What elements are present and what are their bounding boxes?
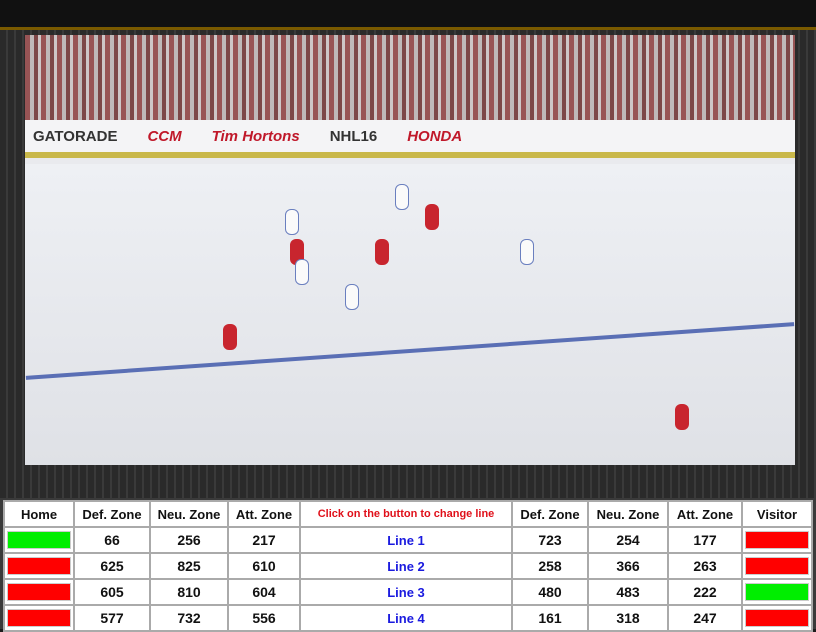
home-att-zone: 556 [229, 606, 299, 630]
visitor-neu-zone: 318 [589, 606, 667, 630]
home-cell [5, 528, 73, 552]
header-home-att-zone: Att. Zone [229, 502, 299, 526]
player [375, 239, 389, 265]
home-def-zone: 625 [75, 554, 149, 578]
home-def-zone: 605 [75, 580, 149, 604]
player [295, 259, 309, 285]
rink-boards: GATORADE CCM Tim Hortons NHL16 HONDA [25, 120, 795, 158]
player [520, 239, 534, 265]
crowd [25, 35, 795, 125]
visitor-def-zone: 258 [513, 554, 587, 578]
home-line-indicator [7, 609, 71, 627]
home-line-indicator [7, 531, 71, 549]
ad-gatorade: GATORADE [33, 127, 118, 145]
header-visitor-neu-zone: Neu. Zone [589, 502, 667, 526]
player [395, 184, 409, 210]
visitor-line-indicator [745, 583, 809, 601]
blue-line [25, 322, 795, 380]
visitor-att-zone: 263 [669, 554, 741, 578]
visitor-cell [743, 580, 811, 604]
home-neu-zone: 732 [151, 606, 227, 630]
header-visitor-att-zone: Att. Zone [669, 502, 741, 526]
player [425, 204, 439, 230]
ad-ccm: CCM [147, 127, 182, 145]
game-video: GATORADE CCM Tim Hortons NHL16 HONDA [25, 35, 795, 465]
line-2-button[interactable]: Line 2 [301, 554, 511, 578]
visitor-def-zone: 161 [513, 606, 587, 630]
visitor-neu-zone: 483 [589, 580, 667, 604]
visitor-cell [743, 528, 811, 552]
home-def-zone: 577 [75, 606, 149, 630]
visitor-line-indicator [745, 557, 809, 575]
home-cell [5, 606, 73, 630]
visitor-cell [743, 606, 811, 630]
header-row: Home Def. Zone Neu. Zone Att. Zone Click… [5, 502, 811, 526]
header-home-def-zone: Def. Zone [75, 502, 149, 526]
visitor-neu-zone: 254 [589, 528, 667, 552]
visitor-att-zone: 222 [669, 580, 741, 604]
home-att-zone: 610 [229, 554, 299, 578]
visitor-att-zone: 177 [669, 528, 741, 552]
ice-surface [25, 164, 795, 465]
home-neu-zone: 810 [151, 580, 227, 604]
home-line-indicator [7, 557, 71, 575]
home-neu-zone: 825 [151, 554, 227, 578]
line-3-button[interactable]: Line 3 [301, 580, 511, 604]
player [675, 404, 689, 430]
line-1-button[interactable]: Line 1 [301, 528, 511, 552]
player [345, 284, 359, 310]
arena-top-bar [0, 0, 816, 30]
line-4-button[interactable]: Line 4 [301, 606, 511, 630]
visitor-def-zone: 480 [513, 580, 587, 604]
home-cell [5, 554, 73, 578]
line-stats-panel: Home Def. Zone Neu. Zone Att. Zone Click… [0, 498, 816, 632]
visitor-cell [743, 554, 811, 578]
header-home-neu-zone: Neu. Zone [151, 502, 227, 526]
visitor-att-zone: 247 [669, 606, 741, 630]
visitor-def-zone: 723 [513, 528, 587, 552]
ad-nhl16: NHL16 [329, 127, 378, 145]
home-cell [5, 580, 73, 604]
table-row: 577 732 556 Line 4 161 318 247 [5, 606, 811, 630]
visitor-line-indicator [745, 531, 809, 549]
ad-honda: HONDA [407, 127, 463, 145]
header-home: Home [5, 502, 73, 526]
ad-tim-hortons: Tim Hortons [211, 127, 300, 145]
table-row: 66 256 217 Line 1 723 254 177 [5, 528, 811, 552]
visitor-line-indicator [745, 609, 809, 627]
home-neu-zone: 256 [151, 528, 227, 552]
home-line-indicator [7, 583, 71, 601]
home-att-zone: 217 [229, 528, 299, 552]
instruction-text: Click on the button to change line [301, 502, 511, 526]
table-row: 605 810 604 Line 3 480 483 222 [5, 580, 811, 604]
visitor-neu-zone: 366 [589, 554, 667, 578]
player [290, 239, 304, 265]
header-visitor: Visitor [743, 502, 811, 526]
player [285, 209, 299, 235]
player [223, 324, 237, 350]
home-att-zone: 604 [229, 580, 299, 604]
line-stats-table: Home Def. Zone Neu. Zone Att. Zone Click… [3, 500, 813, 632]
header-visitor-def-zone: Def. Zone [513, 502, 587, 526]
home-def-zone: 66 [75, 528, 149, 552]
table-row: 625 825 610 Line 2 258 366 263 [5, 554, 811, 578]
